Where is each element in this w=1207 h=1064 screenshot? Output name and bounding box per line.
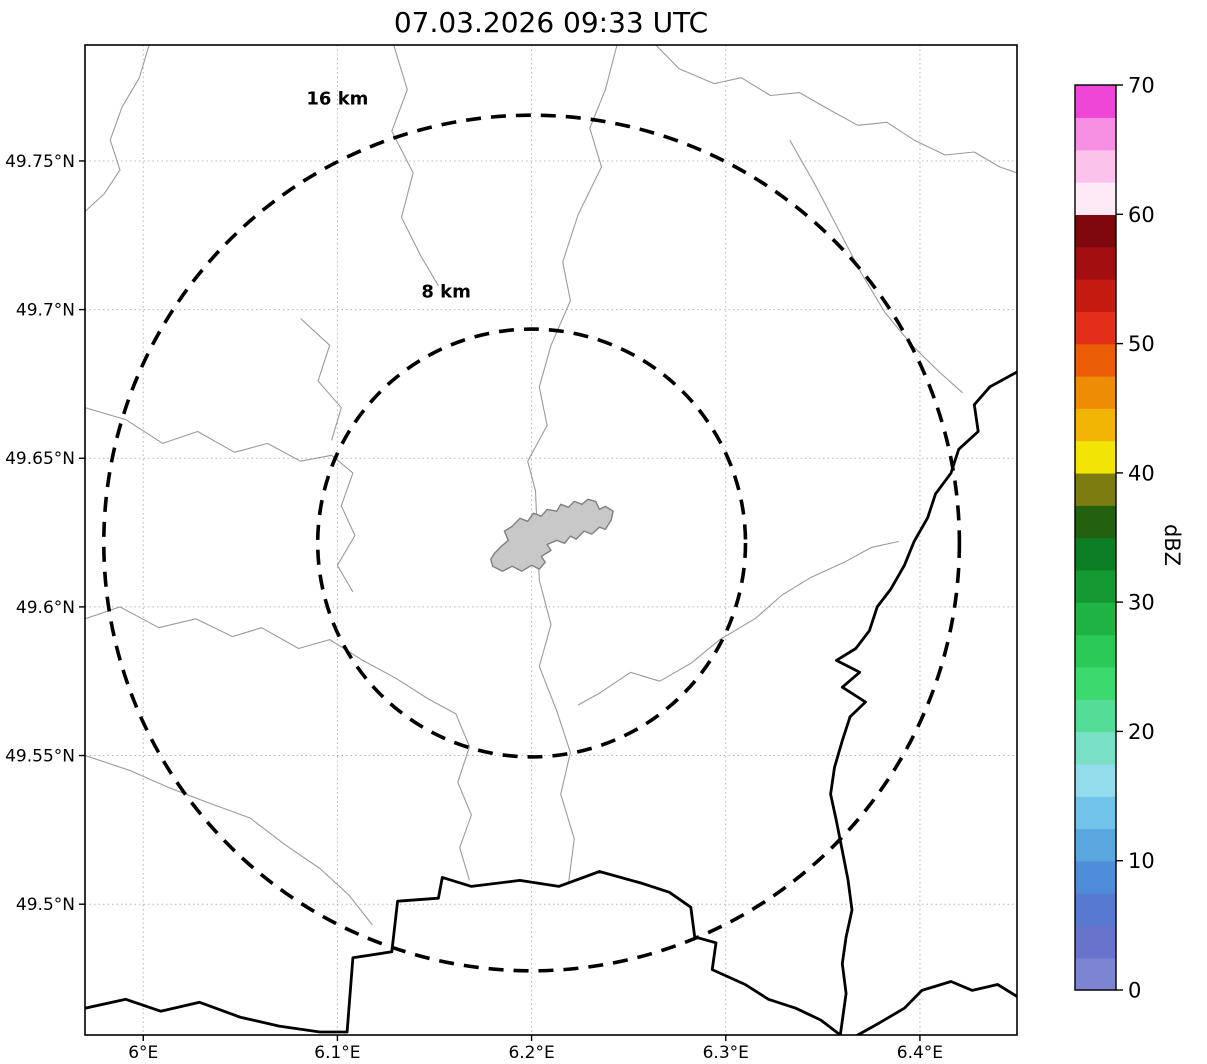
admin-boundary-line [789, 139, 963, 394]
colorbar-segment [1075, 278, 1116, 312]
colorbar-segment [1075, 85, 1116, 119]
colorbar-tick-label: 40 [1128, 461, 1155, 485]
range-ring-8km [315, 327, 748, 759]
colorbar-segment [1075, 634, 1116, 668]
colorbar-tick-label: 20 [1128, 720, 1155, 744]
colorbar-segment [1075, 763, 1116, 797]
colorbar-segment [1075, 893, 1116, 927]
colorbar-segment [1075, 666, 1116, 700]
colorbar-tick-label: 30 [1128, 591, 1155, 615]
colorbar-segment [1075, 375, 1116, 409]
plot-frame [84, 44, 1018, 1036]
colorbar-segment [1075, 343, 1116, 377]
y-axis-tick-label: 49.55°N [5, 747, 75, 767]
colorbar-segment [1075, 828, 1116, 862]
colorbar-segment [1075, 925, 1116, 959]
admin-boundary-line [655, 45, 1017, 174]
colorbar-tick-label: 70 [1128, 74, 1155, 98]
admin-boundary-line [85, 754, 373, 926]
colorbar-segment [1075, 408, 1116, 442]
colorbar-segment [1075, 181, 1116, 215]
admin-boundary-line [300, 318, 342, 441]
colorbar-segment [1075, 602, 1116, 636]
colorbar-segment [1075, 569, 1116, 603]
y-axis-tick-label: 49.5°N [16, 895, 75, 915]
y-axis-tick-label: 49.7°N [16, 301, 75, 321]
admin-boundary-line [391, 45, 439, 287]
range-ring-label: 8 km [421, 282, 471, 303]
y-axis-tick-label: 49.75°N [5, 152, 75, 172]
colorbar-segment [1075, 731, 1116, 765]
admin-boundary-line [527, 45, 618, 884]
x-axis-tick-label: 6.3°E [703, 1043, 749, 1063]
country-border-line [85, 870, 842, 1035]
colorbar-segment [1075, 860, 1116, 894]
admin-boundary-line [85, 45, 150, 212]
country-border-line [856, 980, 1017, 1035]
colorbar-tick-label: 60 [1128, 203, 1155, 227]
map-layers [85, 45, 1017, 1035]
x-axis-tick-label: 6°E [128, 1043, 158, 1063]
colorbar-tick-label: 10 [1128, 849, 1155, 873]
colorbar-segment [1075, 699, 1116, 733]
colorbar-frame [1074, 84, 1117, 991]
admin-boundary-line [85, 606, 472, 881]
admin-boundary-line [754, 540, 899, 620]
figure-title: 07.03.2026 09:33 UTC [393, 6, 709, 39]
x-axis-tick-label: 6.4°E [897, 1043, 943, 1063]
colorbar-segment [1075, 537, 1116, 571]
colorbar-segment [1075, 117, 1116, 151]
colorbar-tick-label: 50 [1128, 332, 1155, 356]
colorbar-segment [1075, 957, 1116, 991]
x-axis-tick-label: 6.1°E [314, 1043, 360, 1063]
admin-boundary-line [577, 618, 756, 706]
colorbar-segment [1075, 440, 1116, 474]
colorbar-segment [1075, 472, 1116, 506]
colorbar-tick-label: 0 [1128, 979, 1141, 1003]
colorbar-segment [1075, 214, 1116, 248]
colorbar-segment [1075, 796, 1116, 830]
range-ring-16km [101, 113, 962, 973]
country-border-line [829, 370, 1017, 1035]
range-ring-label: 16 km [306, 89, 368, 110]
colorbar-segment [1075, 246, 1116, 280]
admin-boundary-line [85, 407, 356, 593]
colorbar-axis-label: dBZ [1160, 523, 1184, 567]
x-axis-tick-label: 6.2°E [508, 1043, 554, 1063]
colorbar-segment [1075, 505, 1116, 539]
y-axis-tick-label: 49.6°N [16, 598, 75, 618]
colorbar-segment [1075, 149, 1116, 183]
city-area-polygon [490, 498, 614, 572]
y-axis-tick-label: 49.65°N [5, 449, 75, 469]
colorbar-segment [1075, 311, 1116, 345]
